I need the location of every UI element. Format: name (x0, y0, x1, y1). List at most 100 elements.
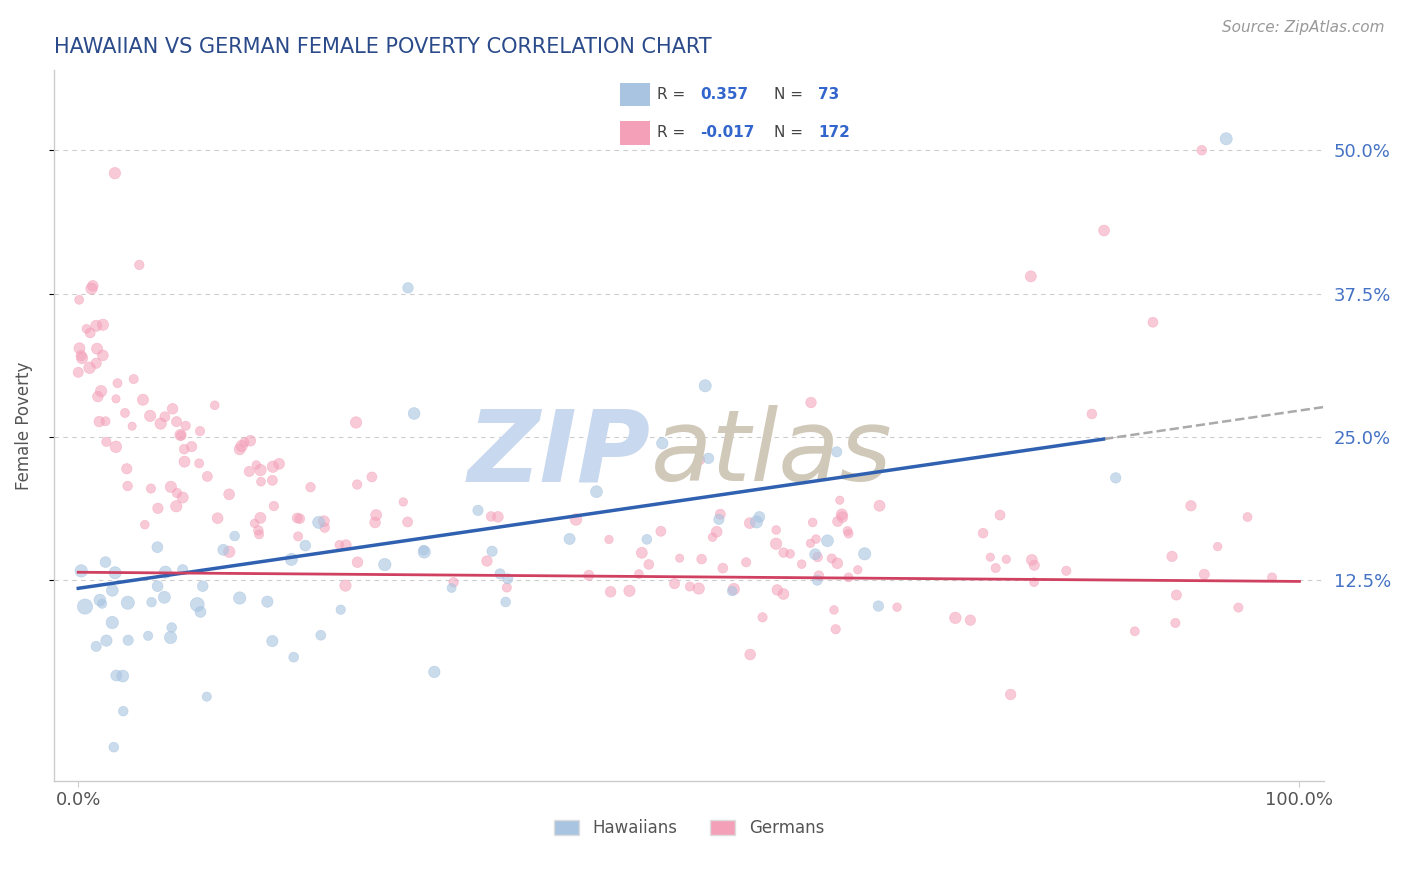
Point (328, 538, 350, 552)
Point (413, 545, 436, 559)
Point (247, 527, 270, 541)
Point (195, 469, 218, 483)
Point (396, 281, 419, 295)
Point (838, 526, 860, 541)
Point (267, 457, 290, 471)
Point (117, 596, 139, 610)
Point (578, 568, 600, 582)
Point (479, 509, 502, 524)
Point (709, 507, 731, 521)
Point (141, 595, 163, 609)
Point (679, 580, 702, 594)
Point (374, 558, 396, 572)
Point (706, 524, 728, 539)
Point (73, 599, 96, 614)
Text: atlas: atlas (651, 405, 893, 502)
Point (765, 523, 787, 537)
Point (853, 547, 876, 561)
Point (585, 484, 607, 499)
Point (139, 409, 162, 423)
Point (228, 591, 250, 605)
Point (636, 533, 658, 547)
Point (103, 740, 125, 755)
Point (101, 615, 124, 630)
Point (96, 434, 118, 449)
Point (162, 401, 184, 416)
Point (943, 611, 966, 625)
Point (173, 442, 195, 457)
Bar (620, 121, 650, 145)
Y-axis label: Female Poverty: Female Poverty (15, 361, 32, 490)
Point (807, 568, 830, 582)
Point (481, 544, 503, 558)
Point (804, 532, 827, 546)
Point (91, 597, 114, 611)
Point (1236, 510, 1258, 524)
Point (1142, 315, 1164, 329)
Point (70, 564, 93, 578)
Point (212, 542, 235, 557)
Point (707, 512, 730, 526)
Point (169, 428, 191, 442)
Point (91, 348, 114, 362)
Point (740, 648, 762, 662)
Point (115, 462, 138, 476)
Point (664, 576, 686, 591)
Point (1123, 624, 1146, 639)
Point (979, 550, 1001, 565)
Point (790, 557, 813, 571)
Point (186, 598, 208, 612)
Point (262, 473, 284, 487)
Point (117, 633, 139, 648)
Point (831, 508, 853, 522)
Point (67, 365, 90, 379)
Point (1000, 688, 1022, 702)
Point (91, 318, 114, 332)
Point (84, 640, 107, 654)
Point (218, 487, 240, 501)
Point (702, 530, 724, 544)
Point (299, 480, 322, 494)
Point (1021, 553, 1043, 567)
Point (630, 546, 652, 560)
Point (799, 536, 821, 550)
Point (825, 445, 848, 459)
Point (801, 516, 824, 530)
Point (496, 572, 519, 586)
Point (166, 415, 188, 429)
Point (838, 570, 860, 584)
Point (553, 428, 575, 442)
Point (207, 511, 229, 525)
Point (821, 551, 844, 566)
Point (651, 436, 673, 450)
Point (188, 424, 211, 438)
Point (146, 579, 169, 593)
Point (245, 458, 267, 472)
Point (231, 439, 253, 453)
Point (285, 511, 308, 525)
Point (239, 434, 262, 448)
Point (79, 360, 101, 375)
Point (765, 537, 787, 551)
Point (412, 543, 434, 558)
Point (650, 524, 672, 539)
Point (599, 584, 621, 599)
Point (1019, 269, 1042, 284)
Point (396, 515, 419, 529)
Point (122, 372, 145, 386)
Point (146, 540, 169, 554)
Point (823, 603, 845, 617)
Point (697, 451, 720, 466)
Point (346, 555, 368, 569)
Point (495, 581, 517, 595)
Point (155, 565, 177, 579)
Point (800, 395, 823, 409)
Point (364, 516, 387, 530)
Point (173, 455, 195, 469)
Point (174, 418, 197, 433)
Text: 0.357: 0.357 (700, 87, 748, 102)
Point (155, 812, 177, 826)
Point (94, 414, 117, 428)
Point (89, 593, 111, 607)
Point (621, 436, 644, 450)
